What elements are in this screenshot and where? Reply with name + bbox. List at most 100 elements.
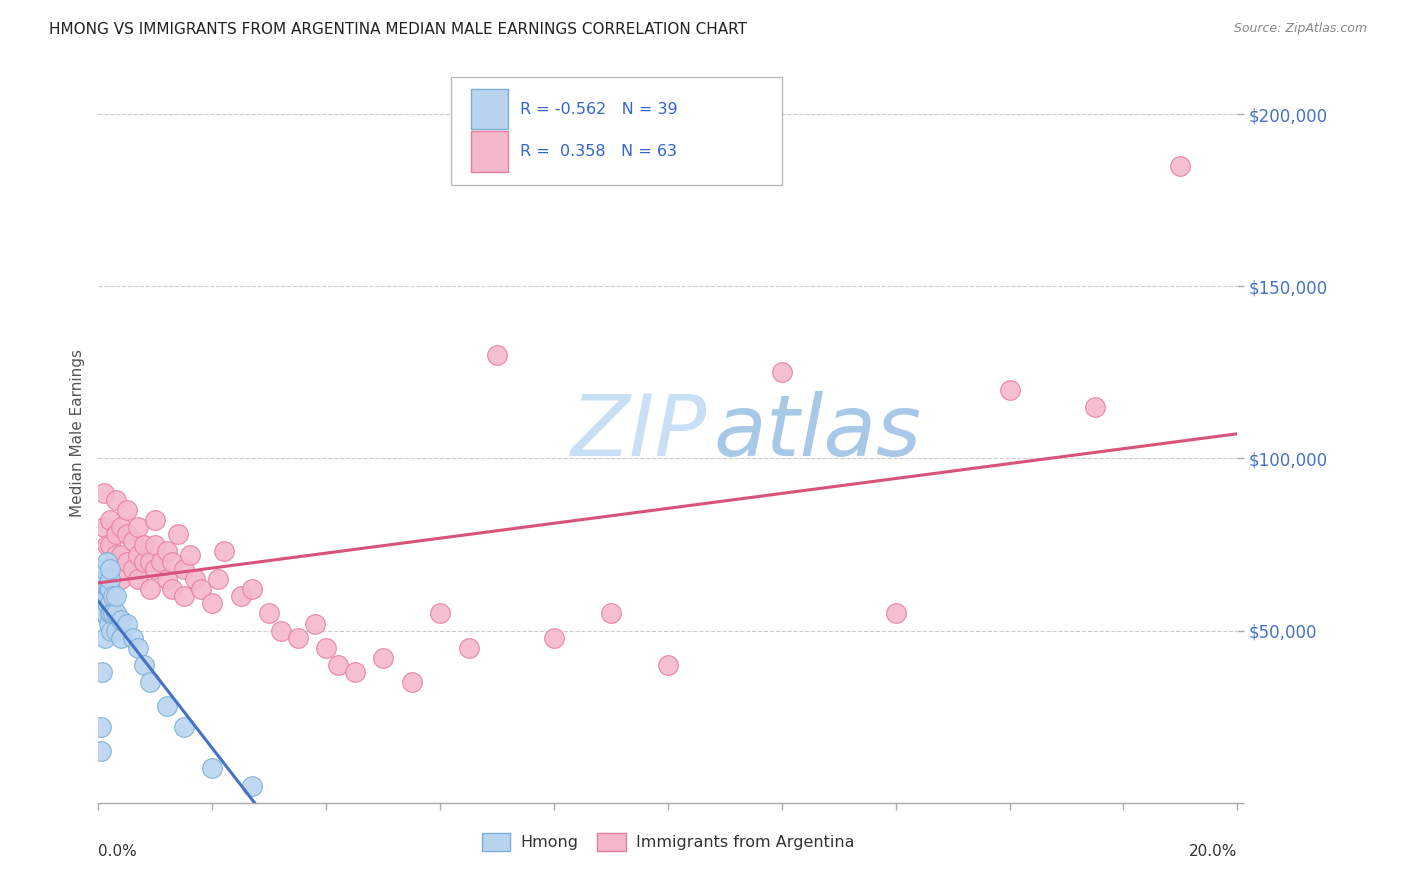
- Point: [94, 631, 117, 645]
- Point: [145, 561, 167, 575]
- FancyBboxPatch shape: [451, 78, 782, 185]
- Point: [229, 589, 252, 603]
- Point: [98, 537, 121, 551]
- Point: [173, 561, 195, 575]
- Point: [770, 365, 793, 379]
- Point: [127, 572, 149, 586]
- Point: [96, 555, 118, 569]
- Text: R = -0.562   N = 39: R = -0.562 N = 39: [520, 102, 678, 117]
- Point: [304, 616, 326, 631]
- Point: [162, 582, 184, 597]
- Point: [156, 699, 179, 714]
- Point: [97, 616, 120, 631]
- Point: [101, 607, 124, 621]
- Point: [127, 640, 149, 655]
- Point: [104, 589, 127, 603]
- Point: [287, 631, 309, 645]
- Point: [190, 582, 212, 597]
- Point: [998, 383, 1021, 397]
- Point: [104, 492, 127, 507]
- Point: [91, 665, 114, 679]
- Point: [121, 534, 143, 549]
- Point: [96, 579, 118, 593]
- Point: [132, 537, 155, 551]
- Text: Source: ZipAtlas.com: Source: ZipAtlas.com: [1233, 22, 1367, 36]
- Point: [100, 607, 122, 621]
- Text: 0.0%: 0.0%: [98, 844, 138, 858]
- Point: [1084, 400, 1107, 414]
- Point: [207, 572, 229, 586]
- Point: [98, 561, 121, 575]
- Point: [91, 607, 114, 621]
- Text: R =  0.358   N = 63: R = 0.358 N = 63: [520, 144, 676, 159]
- Point: [98, 572, 121, 586]
- Point: [326, 658, 349, 673]
- Point: [184, 572, 207, 586]
- Point: [115, 503, 138, 517]
- Point: [167, 527, 190, 541]
- Point: [93, 582, 115, 597]
- FancyBboxPatch shape: [471, 131, 509, 171]
- Point: [104, 527, 127, 541]
- Legend: Hmong, Immigrants from Argentina: Hmong, Immigrants from Argentina: [475, 827, 860, 858]
- Point: [110, 631, 132, 645]
- Point: [150, 555, 173, 569]
- Point: [657, 658, 679, 673]
- Point: [156, 572, 179, 586]
- Point: [100, 624, 122, 638]
- Point: [98, 582, 121, 597]
- Point: [486, 348, 509, 362]
- Point: [115, 527, 138, 541]
- Point: [212, 544, 235, 558]
- Point: [127, 520, 149, 534]
- Point: [110, 613, 132, 627]
- Point: [121, 561, 143, 575]
- Point: [115, 555, 138, 569]
- Point: [201, 596, 224, 610]
- Point: [373, 651, 395, 665]
- Point: [127, 548, 149, 562]
- Point: [173, 589, 195, 603]
- Point: [98, 596, 121, 610]
- Point: [110, 520, 132, 534]
- Point: [94, 607, 117, 621]
- Point: [156, 544, 179, 558]
- Point: [145, 513, 167, 527]
- Point: [132, 555, 155, 569]
- Point: [1170, 159, 1192, 173]
- Y-axis label: Median Male Earnings: Median Male Earnings: [69, 349, 84, 516]
- Text: ZIP: ZIP: [571, 391, 707, 475]
- Point: [401, 675, 423, 690]
- Point: [259, 607, 281, 621]
- Point: [93, 572, 115, 586]
- Point: [98, 561, 121, 575]
- Point: [138, 555, 160, 569]
- Point: [96, 537, 118, 551]
- Point: [173, 720, 195, 734]
- Point: [96, 596, 118, 610]
- Point: [93, 589, 115, 603]
- Point: [240, 582, 263, 597]
- Point: [138, 675, 160, 690]
- Point: [98, 513, 121, 527]
- Point: [98, 607, 121, 621]
- Point: [104, 607, 127, 621]
- Point: [179, 548, 201, 562]
- Point: [115, 616, 138, 631]
- Point: [315, 640, 337, 655]
- Text: 20.0%: 20.0%: [1189, 844, 1237, 858]
- Point: [110, 548, 132, 562]
- Point: [121, 631, 143, 645]
- Text: HMONG VS IMMIGRANTS FROM ARGENTINA MEDIAN MALE EARNINGS CORRELATION CHART: HMONG VS IMMIGRANTS FROM ARGENTINA MEDIA…: [49, 22, 747, 37]
- Point: [162, 555, 184, 569]
- Point: [201, 761, 224, 775]
- Point: [240, 779, 263, 793]
- Point: [457, 640, 479, 655]
- Point: [93, 486, 115, 500]
- Point: [90, 744, 112, 758]
- Point: [270, 624, 292, 638]
- Point: [145, 537, 167, 551]
- FancyBboxPatch shape: [471, 88, 509, 129]
- Text: atlas: atlas: [713, 391, 921, 475]
- Point: [93, 520, 115, 534]
